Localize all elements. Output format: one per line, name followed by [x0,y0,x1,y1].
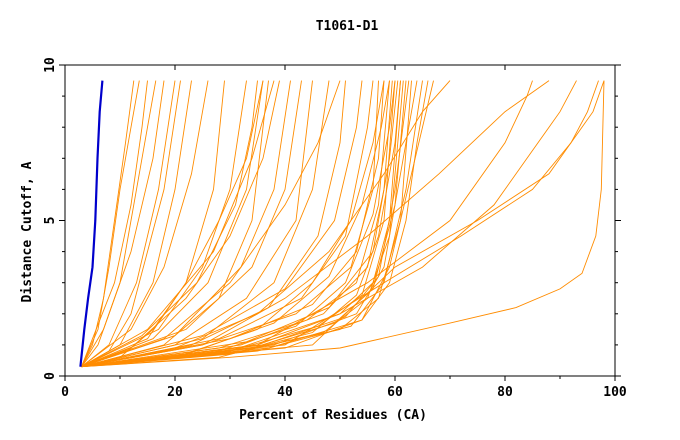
x-tick-label-3: 60 [387,385,403,400]
series-line-15 [81,80,291,368]
series-line-2 [81,80,140,367]
series-line-44 [81,80,264,368]
y-axis-label: Distance Cutoff, A [20,161,35,302]
chart-title: T1061-D1 [316,19,379,34]
series-line-43 [81,80,181,368]
y-tick-label-1: 5 [43,217,58,225]
series-line-12 [81,80,264,368]
highlight-layer [79,80,104,367]
series-line-21 [81,80,374,368]
series-line-50 [81,80,341,368]
series-line-48 [81,80,401,368]
series-line-18 [81,80,330,368]
series-line-10 [81,80,247,368]
x-tick-label-0: 0 [61,385,69,400]
series-line-19 [81,80,346,368]
x-tick-label-4: 80 [497,385,513,400]
series-line-39 [81,80,533,368]
highlight-series-line [79,80,104,367]
series-line-40 [81,80,599,368]
series-line-1 [81,80,135,367]
series-line-5 [81,80,165,367]
series-line-6 [81,80,176,368]
series-line-17 [81,80,313,368]
series-line-11 [81,80,258,368]
series-line-51 [81,80,280,368]
series-line-37 [81,80,550,368]
series-line-38 [81,80,577,368]
x-axis-label: Percent of Residues (CA) [239,408,427,423]
series-layer [81,80,605,368]
series-line-4 [81,80,157,367]
series-line-41 [81,80,605,368]
series-line-20 [81,80,363,368]
x-tick-label-5: 100 [603,385,627,400]
series-line-42 [81,80,605,368]
y-tick-label-0: 0 [43,372,58,380]
series-line-49 [81,80,429,368]
series-line-47 [81,80,396,368]
series-line-9 [81,80,225,368]
x-tick-label-1: 20 [167,385,183,400]
tick-layer: 0 20 40 60 80 100 0 5 10 [43,57,627,400]
series-line-16 [81,80,302,368]
series-line-34 [81,80,423,368]
series-line-14 [81,80,275,368]
series-line-3 [81,80,148,367]
series-line-27 [81,80,399,368]
x-tick-label-2: 40 [277,385,293,400]
series-line-29 [81,80,404,368]
plot-area: 0 20 40 60 80 100 0 5 10 [43,57,627,400]
series-line-22 [81,80,379,368]
series-line-46 [81,80,390,368]
y-tick-label-2: 10 [43,57,58,73]
